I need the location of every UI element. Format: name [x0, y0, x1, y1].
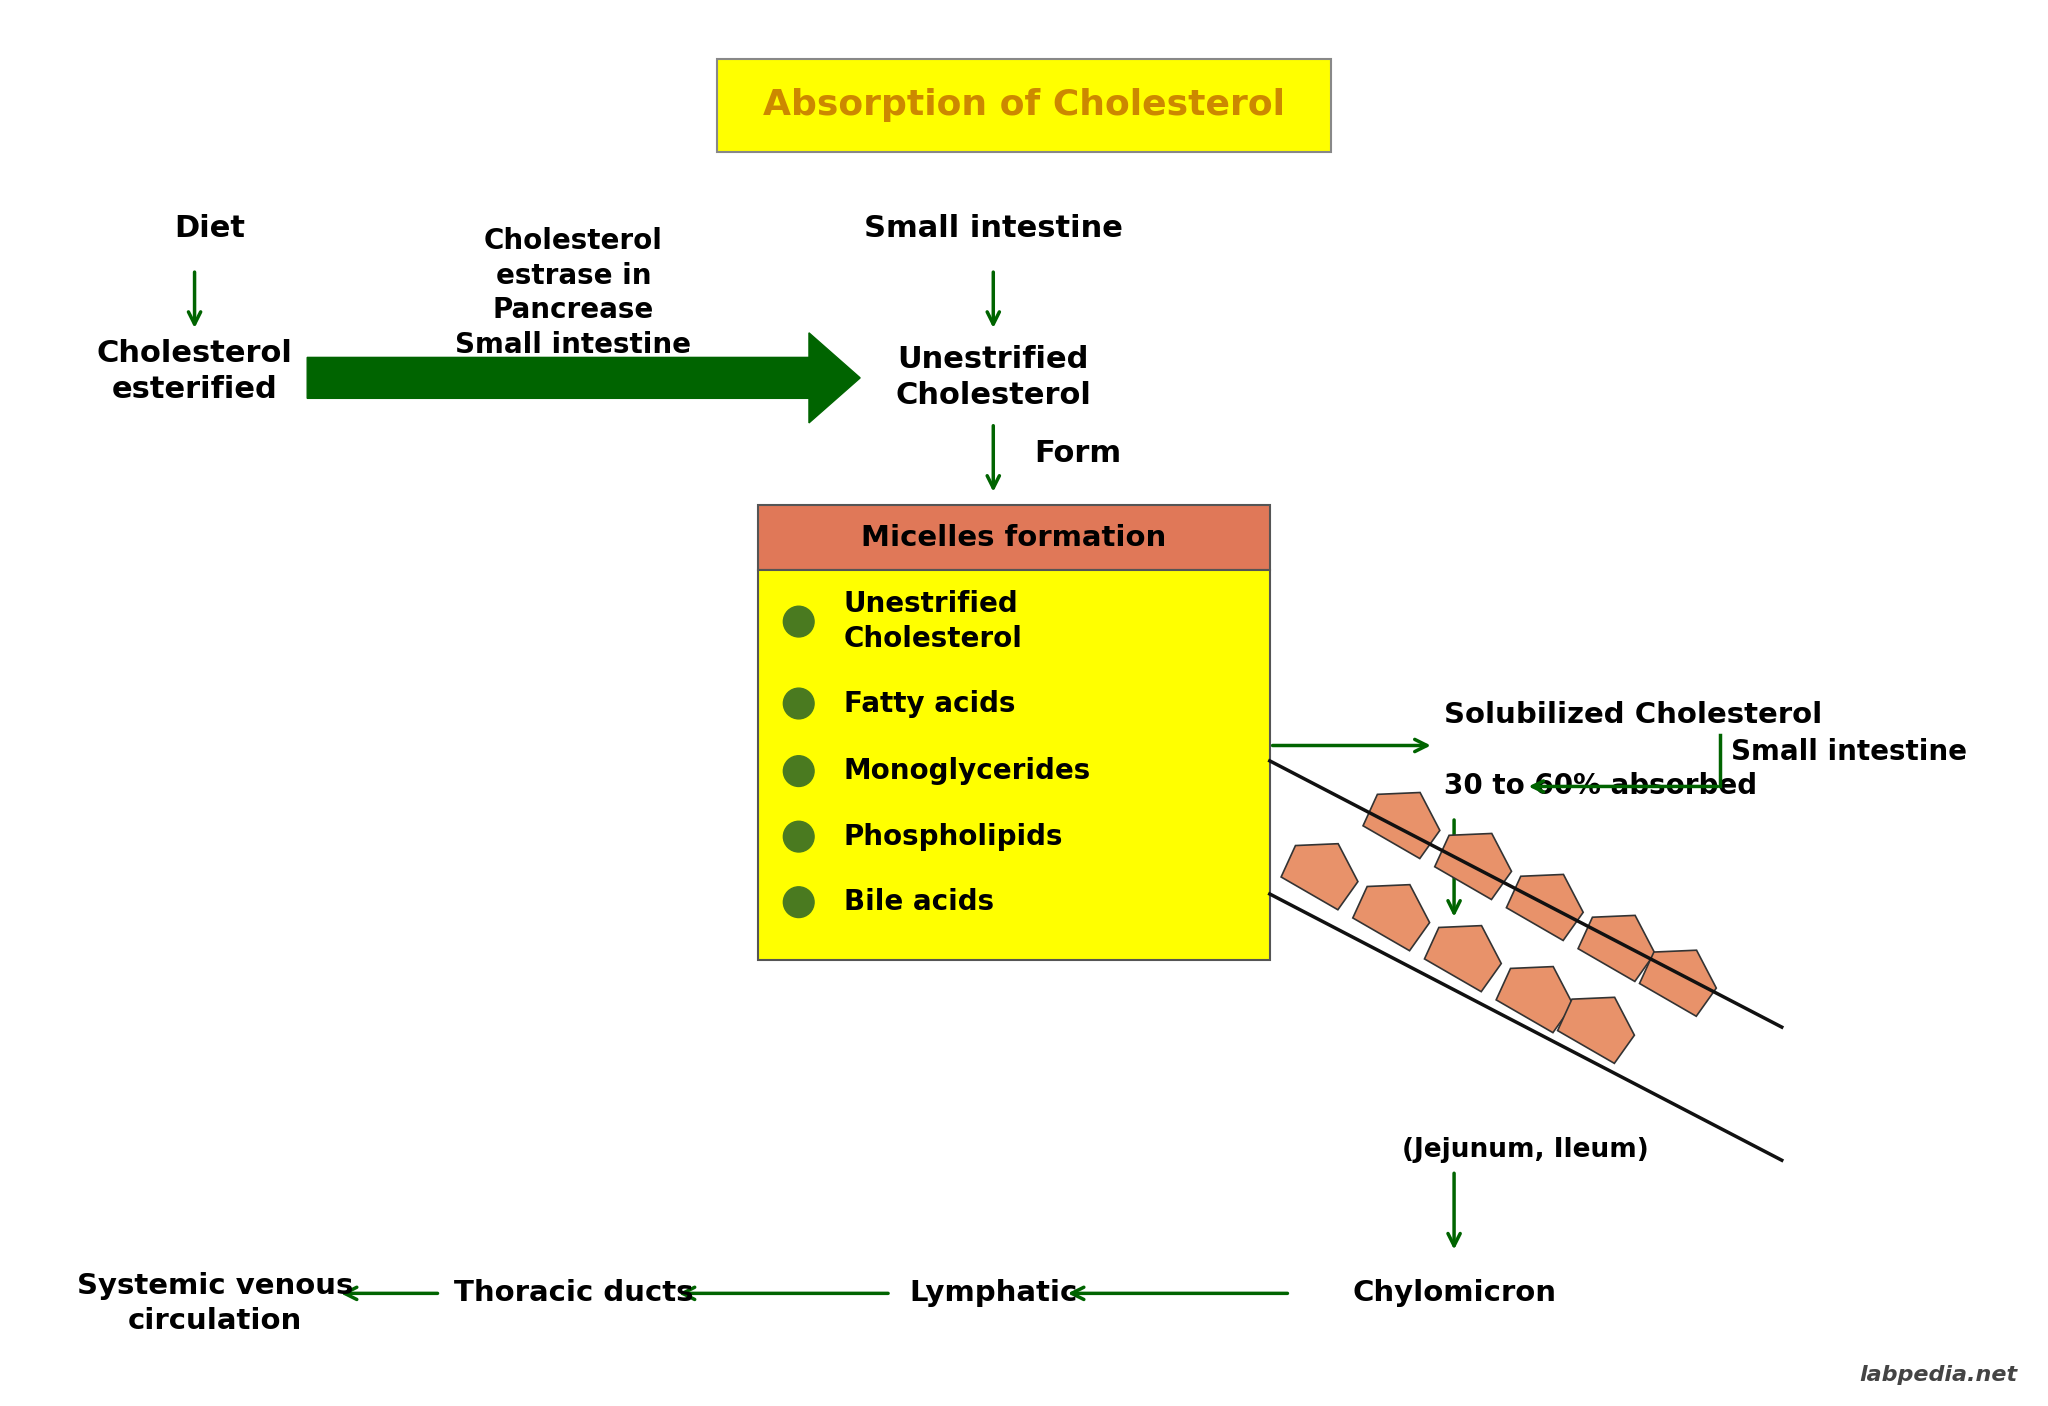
Text: (Jejunum, Ileum): (Jejunum, Ileum) [1403, 1137, 1649, 1163]
Polygon shape [1282, 844, 1358, 910]
Text: Micelles formation: Micelles formation [860, 523, 1167, 551]
Polygon shape [1436, 834, 1511, 900]
Polygon shape [1425, 925, 1501, 991]
Polygon shape [1507, 875, 1583, 941]
Text: Fatty acids: Fatty acids [844, 689, 1016, 717]
Text: Unestrified
Cholesterol: Unestrified Cholesterol [895, 346, 1092, 411]
FancyBboxPatch shape [758, 571, 1270, 959]
Polygon shape [307, 333, 860, 423]
Text: 30 to 60% absorbed: 30 to 60% absorbed [1444, 772, 1757, 800]
Polygon shape [1354, 884, 1430, 950]
Circle shape [782, 688, 815, 718]
Text: Cholesterol
estrase in
Pancrease
Small intestine
secretions: Cholesterol estrase in Pancrease Small i… [455, 228, 692, 394]
Text: Unestrified
Cholesterol: Unestrified Cholesterol [844, 591, 1022, 652]
Text: Cholesterol
esterified: Cholesterol esterified [96, 339, 293, 404]
Text: Bile acids: Bile acids [844, 889, 993, 917]
Circle shape [782, 887, 815, 918]
Text: labpedia.net: labpedia.net [1860, 1365, 2017, 1385]
Text: Phospholipids: Phospholipids [844, 823, 1063, 851]
Polygon shape [1497, 966, 1573, 1032]
Polygon shape [1364, 793, 1440, 859]
Text: Solubilized Cholesterol: Solubilized Cholesterol [1444, 700, 1823, 728]
Text: Systemic venous
circulation: Systemic venous circulation [78, 1272, 352, 1334]
Text: Small intestine: Small intestine [1731, 738, 1966, 766]
Polygon shape [1640, 950, 1716, 1017]
Circle shape [782, 821, 815, 852]
Text: Form: Form [1034, 439, 1122, 468]
Text: Chylomicron: Chylomicron [1352, 1279, 1556, 1308]
Text: Monoglycerides: Monoglycerides [844, 756, 1092, 785]
FancyBboxPatch shape [758, 505, 1270, 571]
Text: Small intestine: Small intestine [864, 214, 1122, 243]
Text: Thoracic ducts: Thoracic ducts [455, 1279, 692, 1308]
Polygon shape [1559, 997, 1634, 1063]
Polygon shape [1579, 915, 1655, 981]
FancyBboxPatch shape [717, 59, 1331, 152]
Text: Absorption of Cholesterol: Absorption of Cholesterol [764, 89, 1284, 122]
Circle shape [782, 756, 815, 786]
Text: Diet: Diet [174, 214, 246, 243]
Text: Lymphatic: Lymphatic [909, 1279, 1077, 1308]
Circle shape [782, 606, 815, 637]
